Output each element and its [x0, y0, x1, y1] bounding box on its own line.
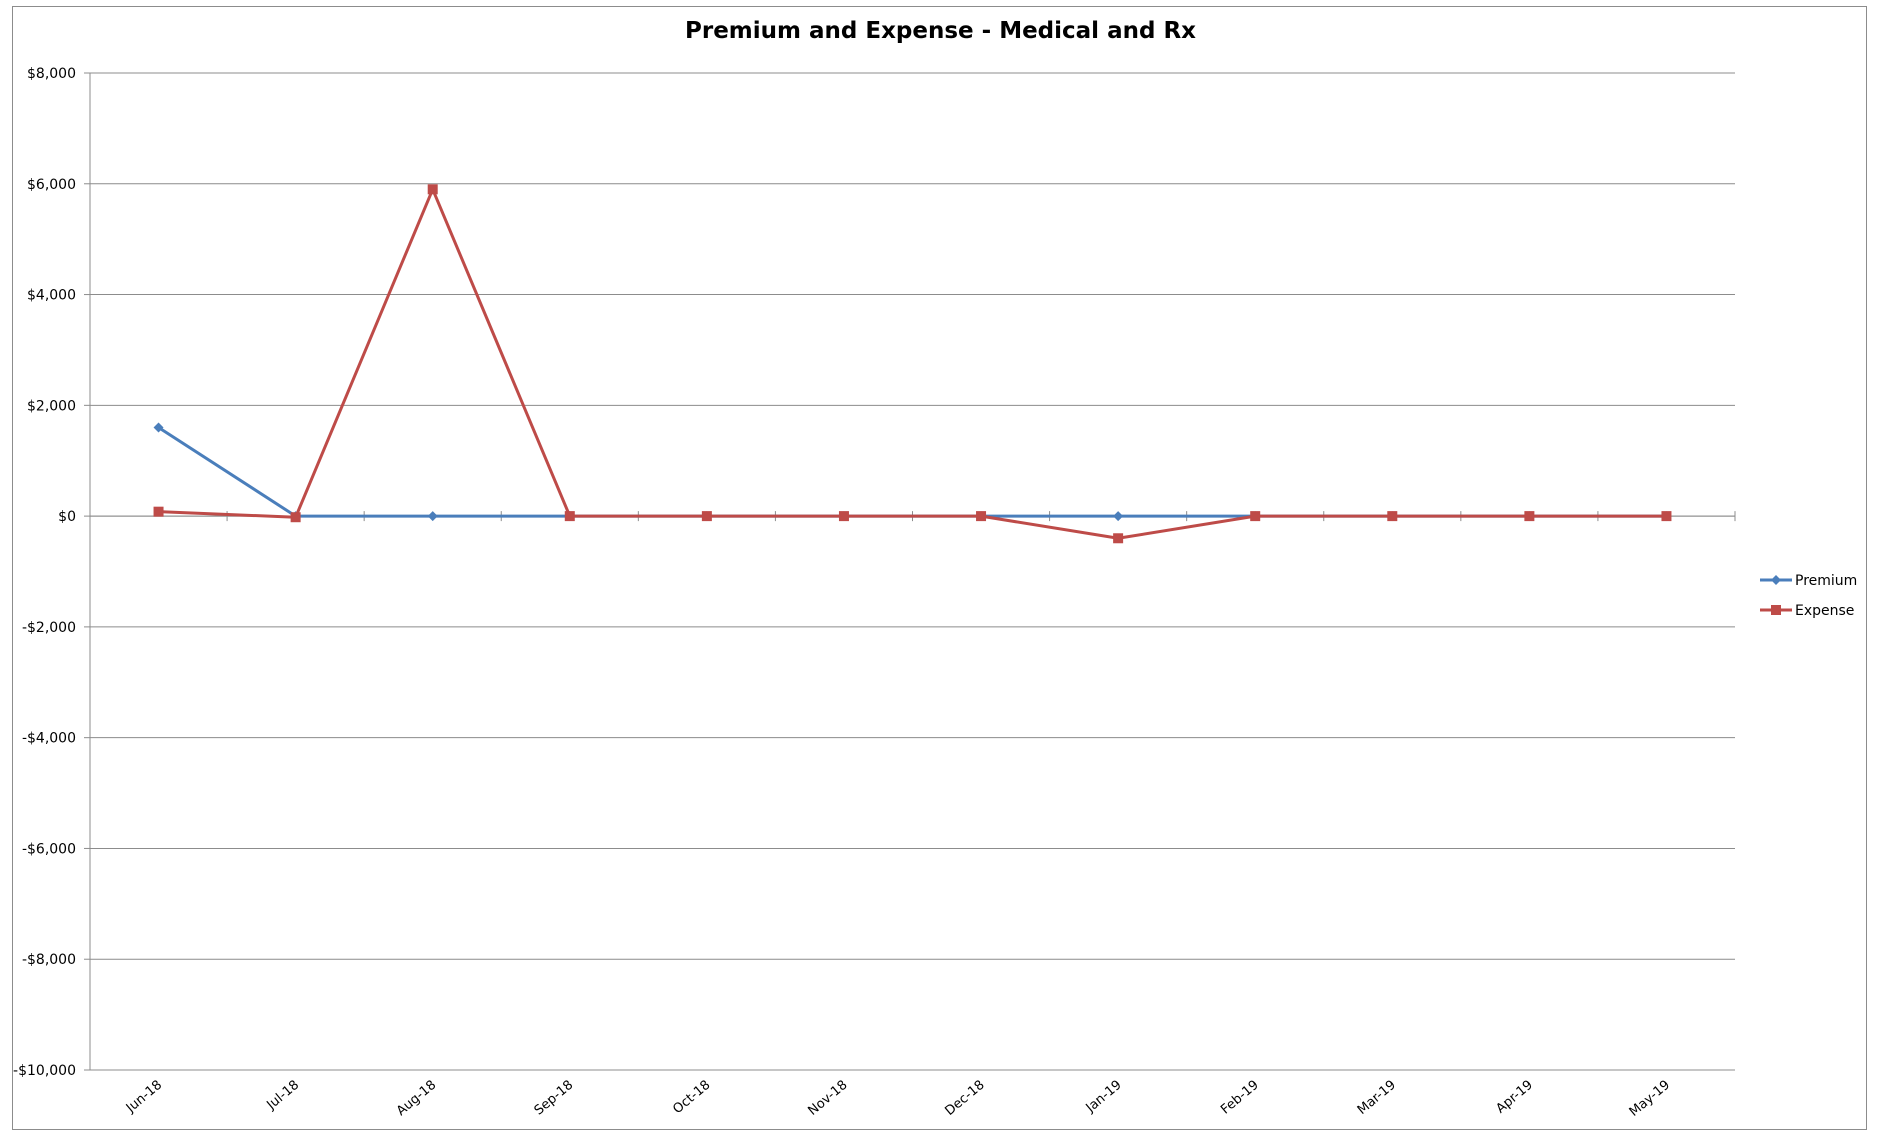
- x-tick-label: Mar-19: [1355, 1078, 1399, 1118]
- x-tick-label: Aug-18: [394, 1078, 439, 1119]
- data-point-expense: [564, 511, 575, 522]
- chart-frame: [12, 6, 1867, 1130]
- data-point-expense: [290, 512, 301, 523]
- x-tick-label: Jul-18: [264, 1078, 303, 1114]
- y-tick-label: $2,000: [27, 398, 76, 414]
- data-point-premium: [1113, 511, 1124, 522]
- legend-marker: [1771, 575, 1781, 585]
- y-tick-label: $4,000: [27, 288, 76, 304]
- x-tick-label: Oct-18: [670, 1078, 713, 1118]
- data-point-premium: [153, 422, 164, 433]
- x-tick-label: May-19: [1627, 1078, 1673, 1120]
- y-tick-label: -$10,000: [13, 1063, 76, 1079]
- y-tick-label: $8,000: [27, 66, 76, 82]
- data-point-expense: [1661, 511, 1672, 522]
- data-point-expense: [838, 511, 849, 522]
- x-tick-label: Sep-18: [532, 1078, 577, 1119]
- y-tick-label: $0: [58, 509, 76, 525]
- data-point-expense: [1250, 511, 1261, 522]
- legend-label-expense: Expense: [1795, 603, 1854, 619]
- x-tick-label: Jan-19: [1083, 1078, 1125, 1117]
- y-tick-label: -$4,000: [22, 731, 76, 747]
- y-tick-label: -$8,000: [22, 952, 76, 968]
- y-tick-label: -$2,000: [22, 620, 76, 636]
- chart-title: Premium and Expense - Medical and Rx: [685, 18, 1196, 44]
- data-point-expense: [1113, 533, 1124, 544]
- y-tick-label: $6,000: [27, 177, 76, 193]
- data-point-premium: [427, 511, 438, 522]
- data-point-expense: [976, 511, 987, 522]
- x-tick-label: Apr-19: [1493, 1078, 1536, 1117]
- x-tick-label: Nov-18: [805, 1078, 850, 1119]
- data-point-expense: [153, 506, 164, 517]
- legend-label-premium: Premium: [1795, 573, 1857, 589]
- legend-marker: [1771, 605, 1781, 615]
- x-tick-label: Jun-18: [123, 1078, 165, 1117]
- data-point-expense: [701, 511, 712, 522]
- data-point-expense: [1524, 511, 1535, 522]
- series-line-premium: [157, 426, 1667, 518]
- series-line-expense: [158, 187, 1667, 540]
- data-point-expense: [427, 184, 438, 195]
- data-point-expense: [1387, 511, 1398, 522]
- x-tick-label: Feb-19: [1218, 1078, 1262, 1118]
- x-tick-label: Dec-18: [942, 1078, 987, 1119]
- y-tick-label: -$6,000: [22, 841, 76, 857]
